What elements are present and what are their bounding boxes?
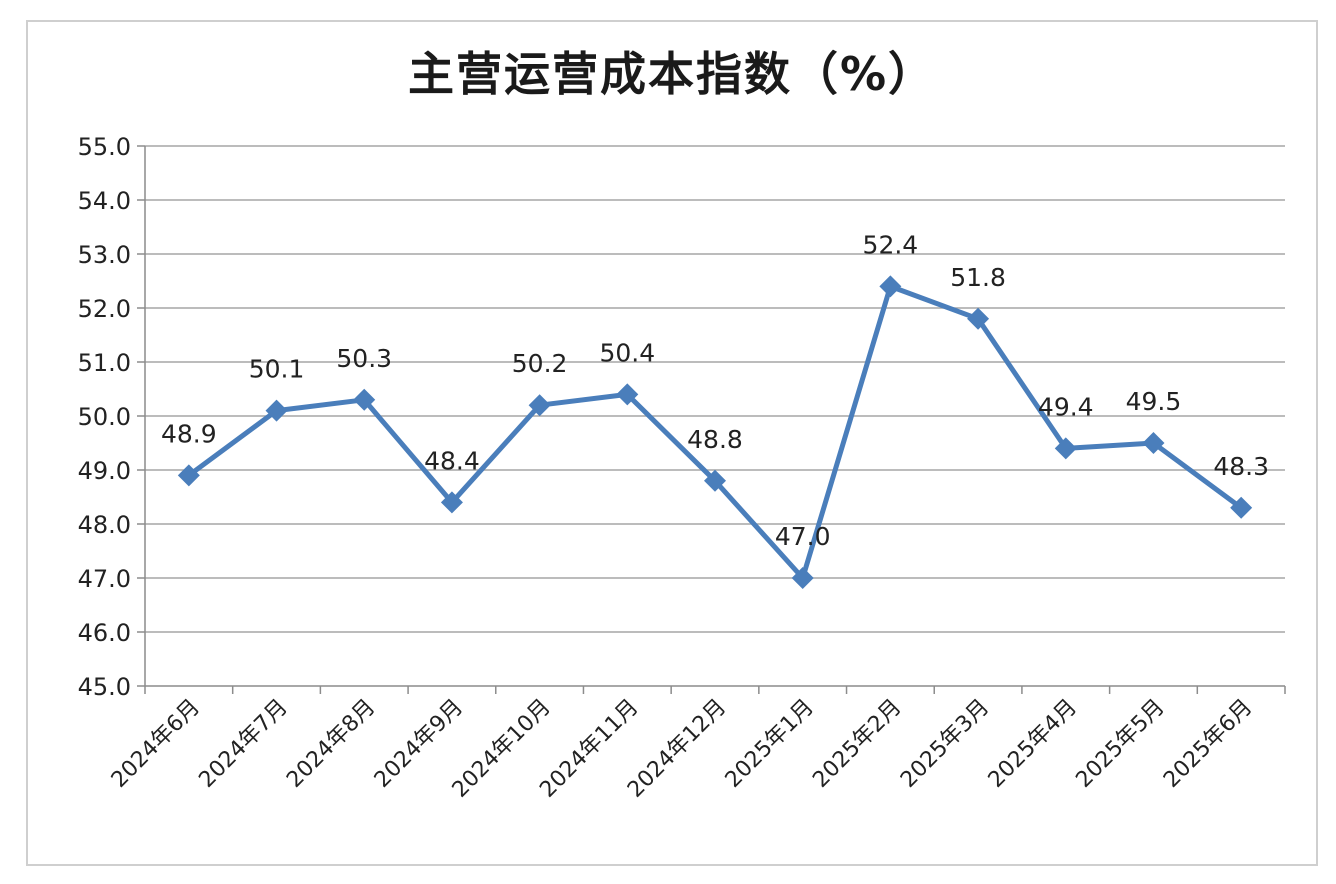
data-label: 48.3 (1213, 452, 1269, 481)
data-point (879, 275, 902, 298)
data-point (1230, 496, 1253, 519)
x-tick-label: 2025年3月 (896, 695, 994, 793)
y-tick-label: 53.0 (78, 241, 131, 269)
y-tick-label: 48.0 (78, 511, 131, 539)
x-tick-label: 2024年6月 (107, 695, 205, 793)
data-label: 51.8 (950, 263, 1006, 292)
y-tick-label: 47.0 (78, 565, 131, 593)
x-tick-label: 2025年4月 (984, 695, 1082, 793)
data-point (440, 491, 463, 514)
y-tick-label: 55.0 (78, 133, 131, 161)
chart-frame (26, 20, 1318, 866)
y-tick-label: 49.0 (78, 457, 131, 485)
data-label: 48.4 (424, 446, 480, 475)
data-label: 50.4 (599, 338, 655, 367)
data-point (1054, 437, 1077, 460)
data-label: 50.3 (336, 344, 392, 373)
x-tick-label: 2025年2月 (808, 695, 906, 793)
y-tick-label: 51.0 (78, 349, 131, 377)
x-tick-label: 2024年7月 (194, 695, 292, 793)
data-label: 49.4 (1038, 392, 1094, 421)
data-point (1142, 432, 1165, 454)
data-point (704, 469, 726, 492)
data-label: 47.0 (775, 522, 831, 551)
data-point (616, 383, 639, 406)
data-label: 48.8 (687, 425, 743, 454)
data-point (791, 567, 814, 589)
x-tick-label: 2025年5月 (1071, 695, 1169, 793)
y-tick-label: 52.0 (78, 295, 131, 323)
data-point (528, 394, 551, 417)
y-tick-label: 54.0 (78, 187, 131, 215)
y-tick-label: 46.0 (78, 619, 131, 647)
data-point (967, 307, 990, 330)
data-label: 50.2 (512, 349, 568, 378)
data-point (265, 399, 288, 422)
data-label: 50.1 (249, 355, 305, 384)
data-label: 49.5 (1126, 387, 1182, 416)
chart-title: 主营运营成本指数（%） (407, 47, 937, 101)
x-tick-label: 2025年1月 (721, 695, 819, 793)
x-tick-label: 2025年6月 (1159, 695, 1257, 793)
y-tick-label: 50.0 (78, 403, 131, 431)
y-tick-label: 45.0 (78, 673, 131, 701)
data-label: 48.9 (161, 419, 217, 448)
x-tick-label: 2024年8月 (282, 695, 380, 793)
data-point (353, 388, 376, 411)
data-label: 52.4 (863, 230, 919, 259)
data-point (177, 464, 200, 487)
